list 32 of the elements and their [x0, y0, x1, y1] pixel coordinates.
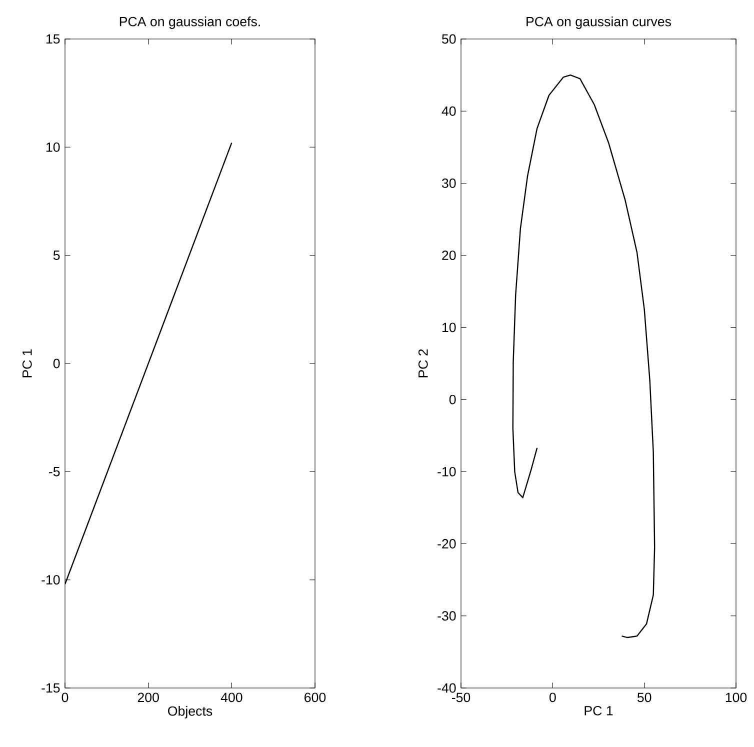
- y-tick-label: 20: [442, 250, 456, 260]
- x-tick-label: 50: [637, 692, 652, 702]
- y-tick-label: -5: [49, 467, 60, 476]
- chart-title: PCA on gaussian curves: [526, 16, 671, 29]
- x-tick-label: 200: [138, 692, 159, 702]
- y-tick-label: 40: [442, 106, 456, 116]
- y-tick-label: -15: [42, 683, 60, 693]
- y-tick-label: -10: [438, 466, 456, 476]
- x-tick-label: -50: [452, 692, 470, 702]
- y-axis-title: PC 2: [418, 349, 428, 378]
- x-tick-label: 600: [304, 692, 326, 702]
- y-tick-label: 10: [46, 142, 60, 152]
- chart-title: PCA on gaussian coefs.: [120, 16, 260, 29]
- y-tick-label: -30: [438, 611, 456, 621]
- y-tick-label: 5: [53, 250, 60, 260]
- x-tick-label: 100: [726, 692, 747, 702]
- y-tick-label: 15: [46, 34, 60, 44]
- y-tick-label: 50: [442, 34, 456, 44]
- y-tick-label: -10: [42, 575, 60, 585]
- y-tick-label: 0: [53, 358, 60, 368]
- y-tick-label: -40: [438, 683, 456, 693]
- y-tick-label: 30: [442, 178, 456, 188]
- x-tick-label: 400: [220, 692, 242, 702]
- y-tick-label: 10: [442, 322, 456, 332]
- line-series: [512, 74, 656, 638]
- y-tick-label: -20: [438, 539, 456, 548]
- x-tick-label: 0: [549, 692, 556, 702]
- x-tick-label: 0: [62, 692, 68, 702]
- x-axis-title: PC 1: [584, 706, 613, 716]
- x-axis-title: Objects: [168, 706, 212, 718]
- y-tick-label: 0: [449, 394, 456, 404]
- y-axis-title: PC 1: [22, 349, 32, 378]
